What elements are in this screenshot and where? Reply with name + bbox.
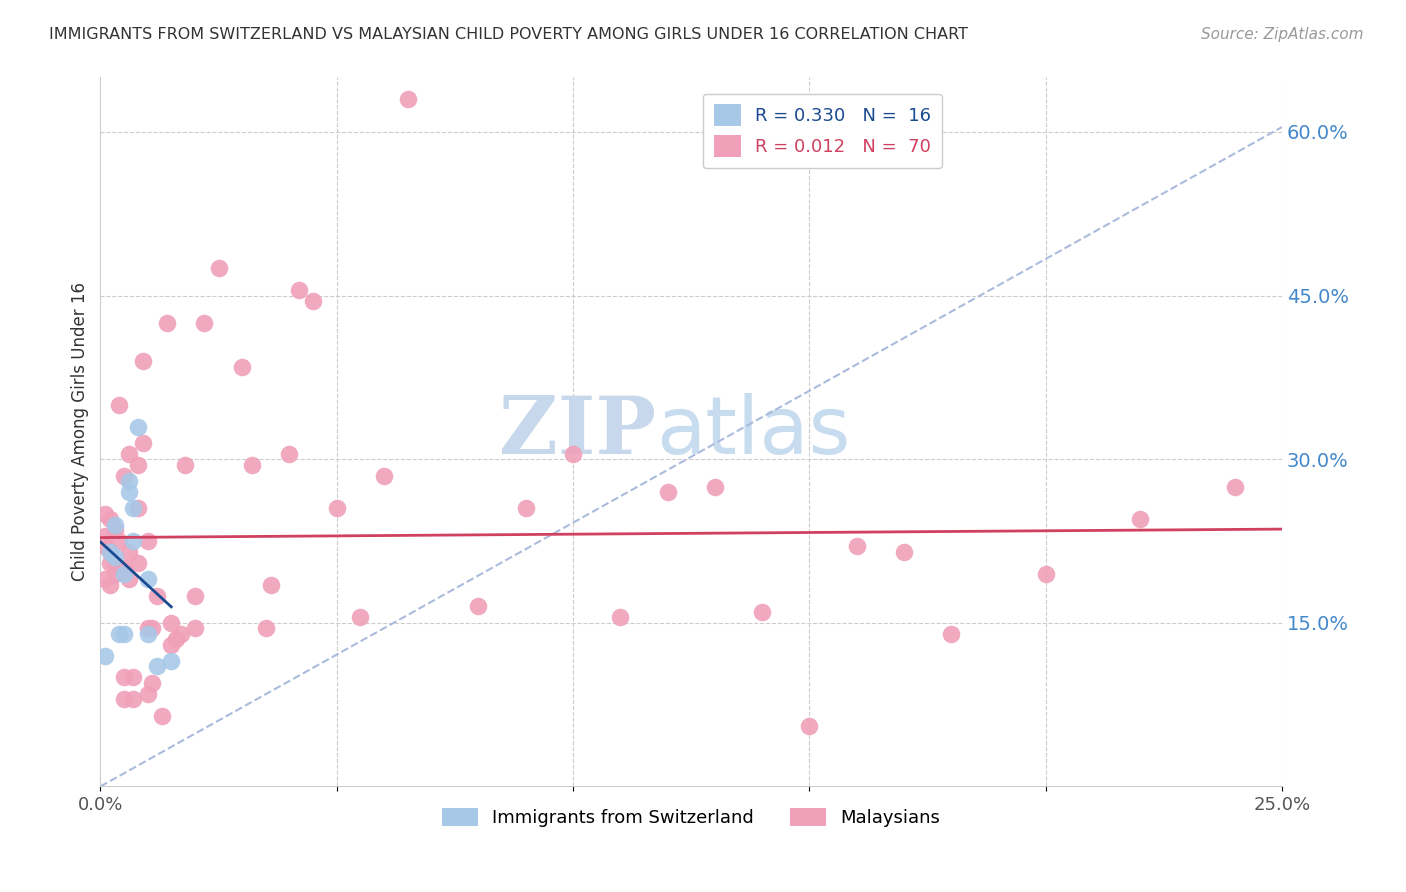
Point	[112, 670, 135, 684]
Point	[122, 670, 145, 684]
Point	[103, 517, 125, 532]
Point	[112, 692, 135, 706]
Point	[103, 550, 125, 565]
Point	[136, 621, 159, 635]
Point	[127, 501, 149, 516]
Point	[112, 626, 135, 640]
Point	[609, 610, 631, 624]
Text: ZIP: ZIP	[499, 393, 655, 471]
Point	[302, 294, 325, 309]
Point	[845, 540, 868, 554]
Point	[1129, 512, 1152, 526]
Point	[939, 626, 962, 640]
Point	[562, 447, 585, 461]
Point	[184, 589, 207, 603]
Point	[118, 545, 141, 559]
Point	[127, 458, 149, 472]
Point	[103, 523, 125, 537]
Point	[112, 561, 135, 575]
Point	[146, 659, 169, 673]
Point	[132, 354, 155, 368]
Point	[751, 605, 773, 619]
Point	[122, 692, 145, 706]
Point	[259, 577, 281, 591]
Point	[254, 621, 277, 635]
Point	[349, 610, 371, 624]
Point	[112, 468, 135, 483]
Point	[278, 447, 301, 461]
Point	[165, 632, 187, 647]
Point	[136, 687, 159, 701]
Point	[98, 545, 121, 559]
Point	[127, 556, 149, 570]
Point	[373, 468, 395, 483]
Point	[108, 561, 131, 575]
Point	[136, 534, 159, 549]
Point	[396, 92, 419, 106]
Point	[893, 545, 915, 559]
Text: atlas: atlas	[655, 393, 851, 471]
Point	[94, 572, 117, 586]
Point	[122, 534, 145, 549]
Point	[515, 501, 537, 516]
Point	[98, 556, 121, 570]
Point	[160, 615, 183, 630]
Point	[112, 566, 135, 581]
Point	[118, 572, 141, 586]
Point	[240, 458, 263, 472]
Point	[118, 485, 141, 500]
Point	[141, 621, 163, 635]
Point	[136, 572, 159, 586]
Point	[155, 316, 177, 330]
Point	[150, 708, 173, 723]
Point	[94, 648, 117, 663]
Text: Source: ZipAtlas.com: Source: ZipAtlas.com	[1201, 27, 1364, 42]
Point	[141, 676, 163, 690]
Point	[94, 528, 117, 542]
Point	[799, 719, 821, 733]
Point	[136, 626, 159, 640]
Point	[132, 435, 155, 450]
Point	[184, 621, 207, 635]
Point	[467, 599, 489, 614]
Point	[146, 589, 169, 603]
Point	[657, 485, 679, 500]
Point	[1035, 566, 1057, 581]
Point	[160, 654, 183, 668]
Point	[207, 261, 229, 276]
Point	[98, 512, 121, 526]
Point	[231, 359, 253, 374]
Point	[170, 626, 193, 640]
Point	[288, 283, 311, 297]
Point	[103, 566, 125, 581]
Point	[325, 501, 347, 516]
Point	[118, 447, 141, 461]
Point	[703, 479, 725, 493]
Point	[108, 626, 131, 640]
Point	[108, 398, 131, 412]
Point	[127, 419, 149, 434]
Text: IMMIGRANTS FROM SWITZERLAND VS MALAYSIAN CHILD POVERTY AMONG GIRLS UNDER 16 CORR: IMMIGRANTS FROM SWITZERLAND VS MALAYSIAN…	[49, 27, 969, 42]
Point	[174, 458, 197, 472]
Point	[122, 501, 145, 516]
Point	[193, 316, 215, 330]
Y-axis label: Child Poverty Among Girls Under 16: Child Poverty Among Girls Under 16	[72, 283, 89, 582]
Point	[118, 474, 141, 488]
Point	[108, 534, 131, 549]
Point	[1223, 479, 1246, 493]
Point	[98, 545, 121, 559]
Legend: Immigrants from Switzerland, Malaysians: Immigrants from Switzerland, Malaysians	[434, 800, 948, 834]
Point	[94, 507, 117, 521]
Point	[160, 638, 183, 652]
Point	[94, 540, 117, 554]
Point	[98, 577, 121, 591]
Point	[103, 556, 125, 570]
